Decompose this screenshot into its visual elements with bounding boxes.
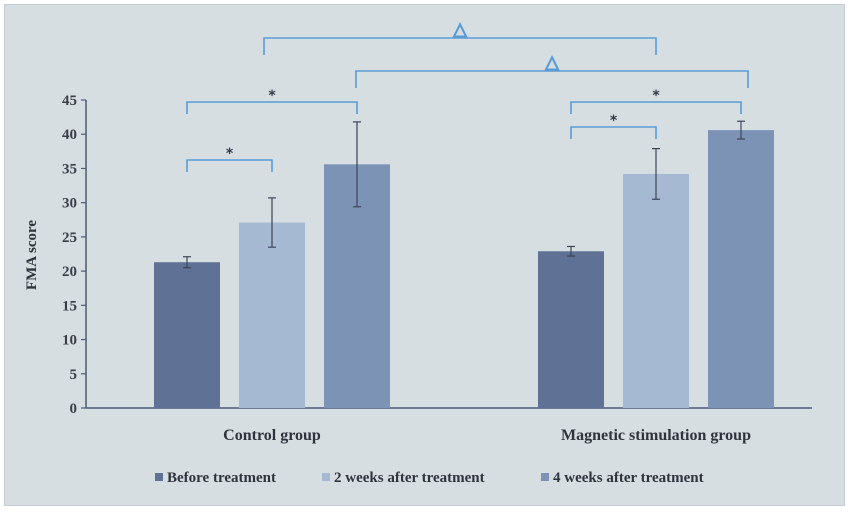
category-label: Control group bbox=[223, 427, 321, 444]
y-tick-label: 35 bbox=[62, 161, 77, 177]
significance-bracket bbox=[263, 37, 657, 55]
significance-brackets: * * * * △ △ bbox=[186, 18, 749, 172]
significance-star: * bbox=[226, 146, 234, 162]
y-tick-label: 25 bbox=[62, 230, 77, 246]
x-axis-categories: Control group Magnetic stimulation group bbox=[223, 427, 751, 444]
y-tick-label: 30 bbox=[62, 196, 77, 212]
significance-bracket bbox=[186, 101, 358, 114]
y-tick-label: 10 bbox=[62, 333, 77, 349]
legend-label: Before treatment bbox=[167, 470, 276, 486]
bar bbox=[708, 130, 774, 409]
significance-star: * bbox=[268, 88, 276, 104]
significance-triangle: △ bbox=[545, 52, 559, 73]
bar bbox=[239, 222, 305, 408]
legend: Before treatment 2 weeks after treatment 4… bbox=[155, 470, 704, 486]
significance-bracket bbox=[570, 101, 742, 114]
legend-swatch bbox=[155, 473, 163, 481]
bar bbox=[154, 262, 220, 408]
y-tick-label: 20 bbox=[62, 264, 77, 280]
chart-frame bbox=[4, 4, 845, 506]
significance-bracket bbox=[570, 126, 657, 139]
significance-triangle: △ bbox=[453, 19, 467, 40]
category-label: Magnetic stimulation group bbox=[561, 427, 751, 444]
y-tick-label: 45 bbox=[62, 93, 77, 109]
y-tick-label: 0 bbox=[70, 401, 78, 417]
y-tick-label: 5 bbox=[70, 367, 78, 383]
bar bbox=[623, 173, 689, 408]
legend-label: 4 weeks after treatment bbox=[553, 470, 704, 486]
significance-star: * bbox=[610, 113, 618, 129]
legend-swatch bbox=[541, 473, 549, 481]
significance-star: * bbox=[652, 88, 660, 104]
y-tick-label: 15 bbox=[62, 298, 77, 314]
significance-bracket bbox=[186, 159, 273, 172]
bar bbox=[538, 251, 604, 408]
legend-swatch bbox=[322, 473, 330, 481]
bars bbox=[154, 130, 774, 409]
y-axis-label: FMA score bbox=[24, 220, 40, 290]
legend-label: 2 weeks after treatment bbox=[334, 470, 485, 486]
y-tick-label: 40 bbox=[62, 127, 77, 143]
significance-bracket bbox=[355, 70, 749, 88]
error-bars bbox=[183, 120, 745, 269]
